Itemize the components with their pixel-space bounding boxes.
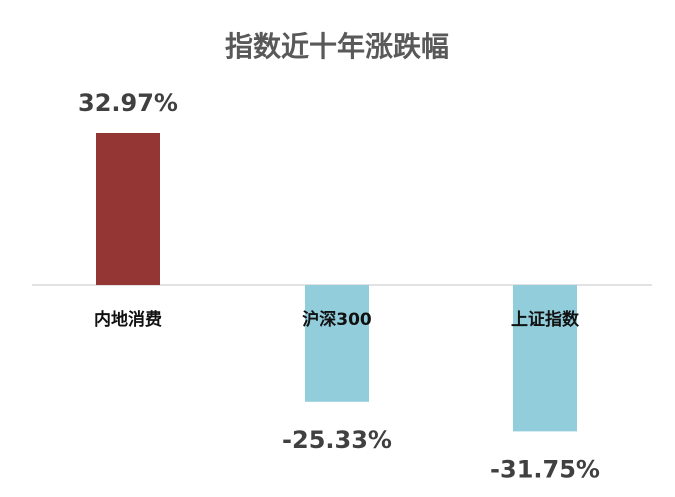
labels-layer: 内地消费 32.97% 沪深300 -25.33% 上证指数 -31.75%: [78, 89, 600, 483]
category-label-2: 沪深300: [302, 309, 372, 330]
chart-title: 指数近十年涨跌幅: [225, 30, 449, 63]
category-label-1: 内地消费: [94, 309, 162, 330]
bar-3: [513, 285, 577, 432]
value-label-3: -31.75%: [490, 455, 600, 483]
value-label-1: 32.97%: [78, 89, 178, 117]
bar-1: [96, 133, 160, 285]
value-label-2: -25.33%: [282, 426, 392, 454]
category-label-3: 上证指数: [511, 309, 580, 330]
bar-2: [305, 285, 369, 402]
bars-layer: [96, 133, 577, 432]
